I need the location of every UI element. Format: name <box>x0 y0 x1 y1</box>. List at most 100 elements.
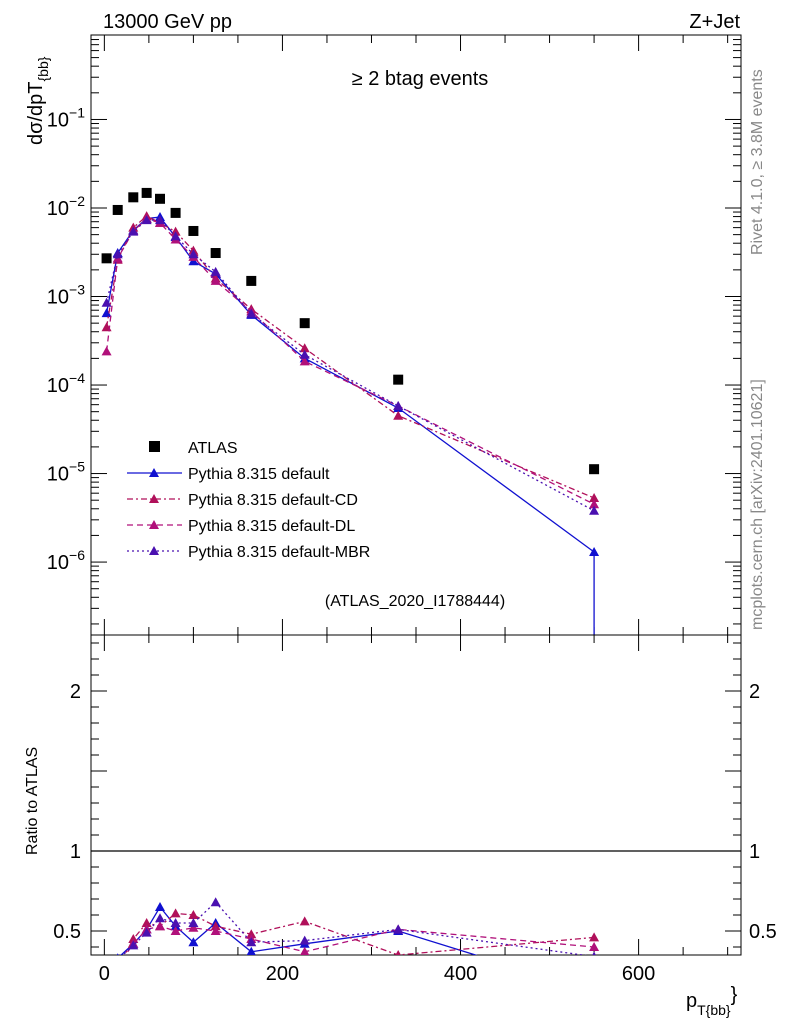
ratio-point-dl <box>589 942 600 951</box>
point-mbr <box>128 226 139 236</box>
ratio-line-dl <box>124 925 595 955</box>
main-series-layer <box>101 187 600 635</box>
x-axis-label: pT{bb}} <box>686 984 738 1018</box>
ratio-y-tick-label: 2 <box>70 681 81 703</box>
y-tick-label: 10−3 <box>47 282 85 309</box>
ratio-point-cd <box>141 918 152 927</box>
ratio-y-tick-label: 1 <box>749 841 760 863</box>
main-y-axis-label: dσ/dpT{bb} <box>25 56 51 145</box>
atlas-data-point <box>188 225 199 236</box>
atlas-data-point <box>210 248 221 259</box>
ratio-clipped-layer <box>102 897 600 1001</box>
legend-label-default: Pythia 8.315 default <box>188 466 330 483</box>
point-default <box>101 308 112 318</box>
mcplots-label: mcplots.cern.ch [arXiv:2401.10621] <box>749 379 766 630</box>
y-tick-label: 10−2 <box>47 193 85 220</box>
point-dl <box>589 499 600 509</box>
point-mbr <box>589 505 600 515</box>
legend-label-atlas: ATLAS <box>188 440 238 457</box>
ratio-point-default <box>116 953 119 955</box>
ratio-point-mbr <box>210 897 221 907</box>
ratio-point-mbr <box>155 913 166 923</box>
y-tick-label: 10−1 <box>47 104 85 131</box>
legend-label-dl: Pythia 8.315 default-DL <box>188 518 355 535</box>
ratio-point-cd <box>395 950 401 955</box>
point-mbr <box>393 400 404 410</box>
legend-label-mbr: Pythia 8.315 default-MBR <box>188 544 370 561</box>
point-mbr <box>210 266 221 276</box>
ratio-point-cd <box>113 963 123 972</box>
legend-marker-atlas <box>149 441 160 452</box>
ratio-point-mbr <box>117 954 118 955</box>
ratio-point-mbr <box>188 918 199 927</box>
ratio-point-mbr <box>393 924 404 934</box>
ratio-line-mbr <box>121 901 588 955</box>
atlas-data-point <box>299 318 310 329</box>
point-mbr <box>141 215 152 225</box>
analysis-watermark: (ATLAS_2020_I1788444) <box>325 593 505 610</box>
atlas-data-point <box>155 193 166 204</box>
atlas-data-point <box>393 374 404 385</box>
ratio-point-cd <box>210 921 221 931</box>
main-plot-title: ≥ 2 btag events <box>352 68 489 90</box>
point-default <box>589 546 600 556</box>
ratio-point-default <box>246 946 256 955</box>
point-mbr <box>246 308 257 318</box>
ratio-point-dl <box>170 926 181 935</box>
ratio-point-mbr <box>592 951 596 955</box>
point-dl <box>101 346 112 356</box>
series-line-cd <box>105 215 595 499</box>
y-tick-label: 10−4 <box>47 370 85 397</box>
ratio-point-dl <box>113 961 123 970</box>
point-mbr <box>299 349 310 359</box>
ratio-point-dl <box>188 922 199 932</box>
ratio-point-default <box>589 987 599 996</box>
ratio-point-cd <box>170 908 181 918</box>
x-tick-label: 400 <box>444 963 477 985</box>
rivet-version-label: Rivet 4.1.0, ≥ 3.8M events <box>749 69 766 255</box>
ratio-point-cd <box>589 932 600 942</box>
ratio-point-default <box>188 937 199 947</box>
legend-marker-cd <box>149 494 159 503</box>
ratio-point-cd <box>246 929 257 939</box>
ratio-plot-frame <box>90 634 742 956</box>
point-mbr <box>112 249 123 259</box>
atlas-data-point <box>246 275 257 286</box>
ratio-point-cd <box>188 910 199 919</box>
legend-marker-dl <box>149 520 159 529</box>
ratio-series-layer <box>102 897 600 1001</box>
ratio-point-mbr <box>170 918 181 927</box>
ratio-point-cd <box>299 916 310 926</box>
ratio-point-mbr <box>246 937 257 947</box>
ratio-line-cd <box>123 912 595 955</box>
point-mbr <box>155 215 166 225</box>
atlas-data-point <box>141 187 152 198</box>
ratio-axis-ticks: 0.5 0.5 1 1 2 2 0 200 400 600 <box>53 635 777 985</box>
ratio-y-tick-label: 2 <box>749 681 760 703</box>
point-mbr <box>101 297 112 307</box>
legend-label-cd: Pythia 8.315 default-CD <box>188 492 358 509</box>
atlas-data-point <box>170 207 181 218</box>
ratio-point-mbr <box>299 935 310 945</box>
point-dl <box>299 356 310 366</box>
header-right-title: Z+Jet <box>689 11 740 33</box>
svg-text:pT{bb}}: pT{bb}} <box>686 984 738 1018</box>
point-mbr <box>170 231 181 241</box>
x-tick-label: 0 <box>99 963 110 985</box>
atlas-data-point <box>128 192 139 203</box>
ratio-y-tick-label: 1 <box>70 841 81 863</box>
legend-marker-default <box>149 468 159 477</box>
point-cd <box>589 492 600 502</box>
main-axis-ticks: 10−6 10−5 10−4 10−3 10−2 10−1 <box>47 34 741 635</box>
ratio-point-dl <box>102 992 112 1001</box>
atlas-data-point <box>101 253 112 264</box>
ratio-y-axis-label: Ratio to ATLAS <box>24 747 41 855</box>
series-line-dl <box>105 218 595 505</box>
ratio-line-default <box>120 905 478 955</box>
legend: ATLAS Pythia 8.315 default Pythia 8.315 de… <box>127 440 370 561</box>
point-cd <box>393 410 404 420</box>
ratio-point-mbr <box>128 940 139 950</box>
y-tick-label: 10−5 <box>47 459 85 486</box>
ratio-point-dl <box>300 946 310 955</box>
svg-text:dσ/dpT{bb}: dσ/dpT{bb} <box>25 56 51 145</box>
